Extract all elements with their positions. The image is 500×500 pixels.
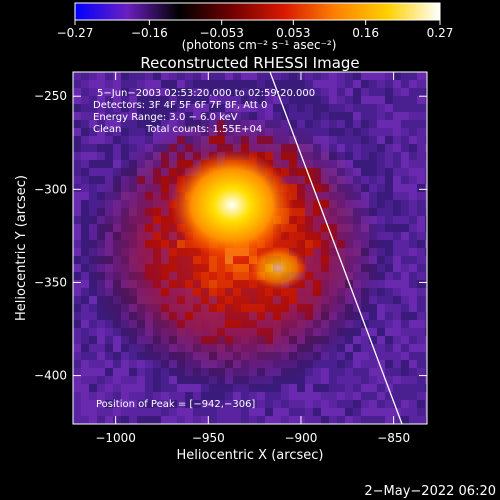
y-axis-title: Heliocentric Y (arcsec) <box>14 175 29 321</box>
y-tick-label: −250 <box>34 89 67 103</box>
y-axis-ticks: −250 −300 −350 −400 <box>34 89 427 383</box>
annotation-detectors: Detectors: 3F 4F 5F 6F 7F 8F, Att 0 <box>93 100 267 111</box>
colorbar-tick-label: 0.27 <box>427 26 454 40</box>
annotation-method: Clean <box>93 124 121 135</box>
y-tick-label: −400 <box>34 369 67 383</box>
colorbar-tick-label: 0.16 <box>352 26 379 40</box>
colorbar-tick-label: −0.16 <box>131 26 168 40</box>
map-image <box>73 72 427 424</box>
timestamp: 2−May−2022 06:20 <box>364 484 496 499</box>
y-tick-label: −350 <box>34 275 67 289</box>
plot-frame <box>72 71 428 425</box>
plot-title: Reconstructed RHESSI Image <box>140 54 359 72</box>
colorbar-tick-label: −0.053 <box>199 26 243 40</box>
x-tick-label: −850 <box>377 431 410 445</box>
x-tick-label: −1000 <box>95 431 136 445</box>
x-tick-label: −900 <box>284 431 317 445</box>
source-core-secondary <box>248 246 308 290</box>
colorbar <box>74 2 441 21</box>
colorbar-unit-label: (photons cm⁻² s⁻¹ asec⁻²) <box>182 38 337 52</box>
annotation-peak-position: Position of Peak = [−942,−306] <box>96 399 255 410</box>
y-tick-label: −300 <box>34 182 67 196</box>
annotation-total-counts: Total counts: 1.55E+04 <box>145 124 262 135</box>
colorbar-tick-label: −0.27 <box>57 26 94 40</box>
x-tick-label: −950 <box>192 431 225 445</box>
solar-limb-line <box>269 72 403 424</box>
colorbar-tick-label: 0.053 <box>276 26 310 40</box>
x-axis-ticks: −1000 −950 −900 −850 <box>95 72 410 445</box>
annotation-time-range: 5−Jun−2003 02:53:20.000 to 02:59:20.000 <box>97 88 315 99</box>
source-core <box>170 150 294 260</box>
annotation-energy: Energy Range: 3.0 − 6.0 keV <box>93 112 238 123</box>
colorbar-ticks: −0.27 −0.16 −0.053 0.053 0.16 0.27 <box>57 20 454 40</box>
x-axis-title: Heliocentric X (arcsec) <box>177 448 324 463</box>
